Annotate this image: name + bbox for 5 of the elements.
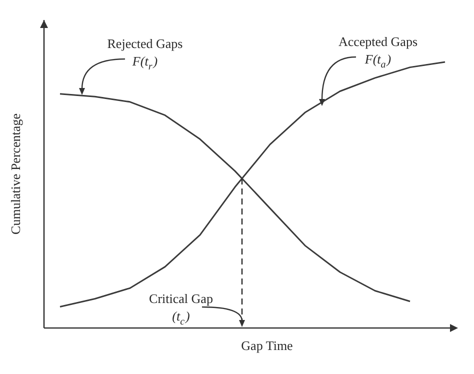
x-axis-title: Gap Time bbox=[241, 338, 294, 353]
annotation: Accepted Gaps F(t$_{a}$) bbox=[338, 34, 418, 71]
annotation: Critical Gap (t$_{c}$) bbox=[149, 291, 213, 328]
y-axis-title: Cumulative Percentage bbox=[8, 113, 23, 234]
annotation: Rejected Gaps F(t$_{r}$) bbox=[107, 36, 183, 73]
